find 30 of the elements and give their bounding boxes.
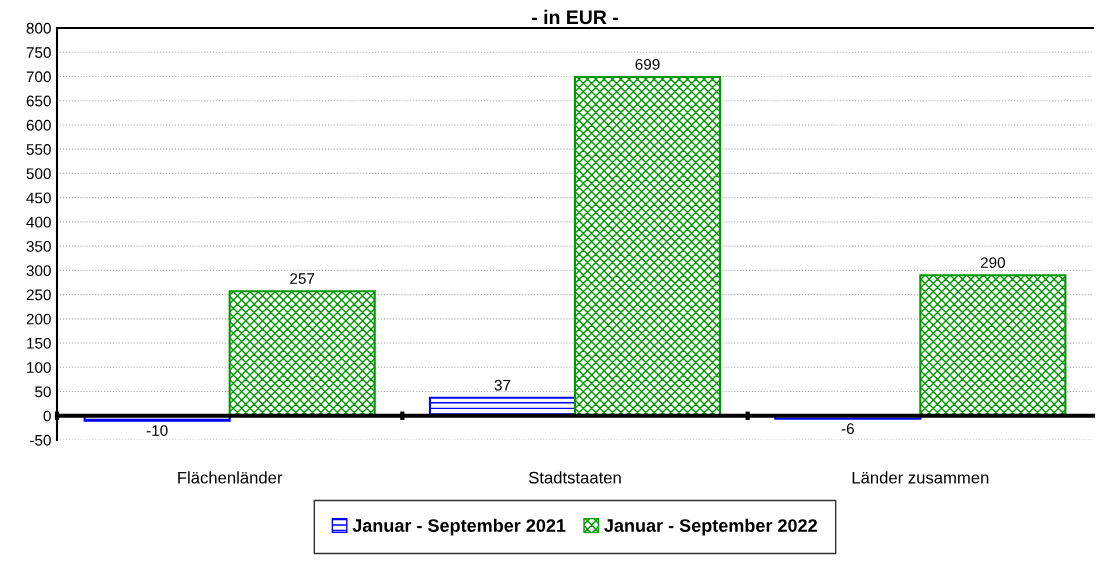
y-tick-label: 450 bbox=[26, 192, 51, 204]
y-tick-label: 750 bbox=[26, 47, 51, 58]
data-label: -10 bbox=[146, 425, 168, 436]
y-tick-label: 350 bbox=[26, 240, 51, 252]
y-tick-label: 100 bbox=[27, 362, 51, 373]
y-tick-label: 700 bbox=[26, 71, 51, 83]
y-tick-label: 800 bbox=[26, 22, 51, 34]
y-tick-label: 150 bbox=[27, 337, 51, 349]
legend-label: Januar - September 2021 bbox=[352, 518, 566, 536]
y-tick-label: 50 bbox=[35, 386, 51, 398]
y-tick-label: 200 bbox=[26, 313, 51, 325]
y-tick-label: 250 bbox=[26, 289, 51, 301]
y-tick-label: 400 bbox=[26, 216, 51, 228]
data-label: 257 bbox=[290, 273, 315, 285]
y-tick-label: 500 bbox=[26, 168, 51, 180]
y-tick-label: 0 bbox=[43, 410, 51, 422]
y-tick-label: -50 bbox=[30, 434, 51, 446]
legend-label: Januar - September 2022 bbox=[604, 518, 817, 536]
data-label: -6 bbox=[841, 423, 854, 435]
x-tick-label: Flächenländer bbox=[178, 471, 283, 484]
x-tick-label: Stadtstaaten bbox=[528, 471, 621, 484]
data-label: 699 bbox=[635, 58, 660, 70]
data-label: 290 bbox=[980, 257, 1005, 269]
y-tick-label: 600 bbox=[26, 119, 51, 131]
y-tick-label: 650 bbox=[26, 95, 51, 107]
chart-title: - in EUR - bbox=[532, 9, 618, 25]
data-label: 37 bbox=[494, 379, 511, 391]
y-tick-label: 300 bbox=[26, 265, 51, 277]
y-tick-label: 550 bbox=[26, 144, 51, 155]
x-tick-label: Länder zusammen bbox=[852, 471, 989, 484]
